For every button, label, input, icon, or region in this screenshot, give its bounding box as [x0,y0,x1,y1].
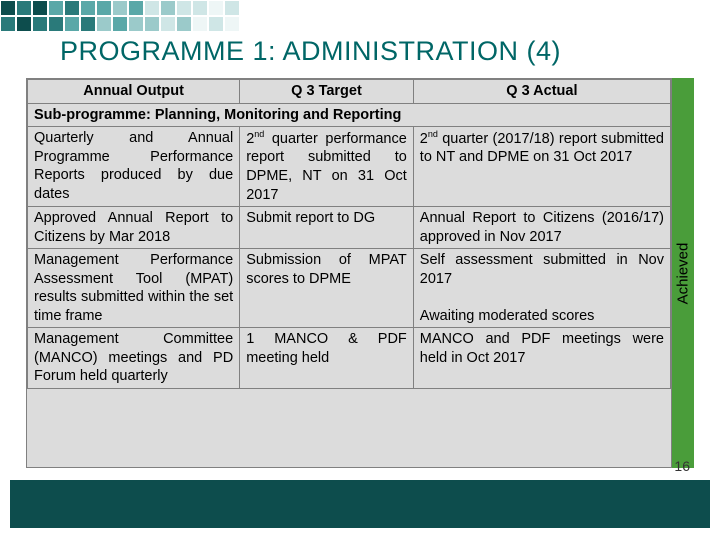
achieved-label: Achieved [675,242,692,304]
table-cell: Approved Annual Report to Citizens by Ma… [28,207,240,249]
table-cell: 1 MANCO & PDF meeting held [240,328,414,389]
table-cell: 2nd quarter (2017/18) report submitted t… [413,127,670,207]
sub-programme-header: Sub-programme: Planning, Monitoring and … [28,103,671,127]
data-table-container: Annual Output Q 3 Target Q 3 Actual Sub-… [26,78,672,468]
footer-bar [10,480,710,528]
table-row: Management Performance Assessment Tool (… [28,249,671,328]
table-cell: Quarterly and Annual Programme Performan… [28,127,240,207]
programme-table: Annual Output Q 3 Target Q 3 Actual Sub-… [27,79,671,389]
table-row: Quarterly and Annual Programme Performan… [28,127,671,207]
table-cell: Management Performance Assessment Tool (… [28,249,240,328]
table-cell: Management Committee (MANCO) meetings an… [28,328,240,389]
page-number: 16 [674,458,690,474]
table-cell: Annual Report to Citizens (2016/17) appr… [413,207,670,249]
table-row: Management Committee (MANCO) meetings an… [28,328,671,389]
table-cell: Submit report to DG [240,207,414,249]
table-cell: 2nd quarter performance report submitted… [240,127,414,207]
decorative-top-pattern [0,0,720,32]
achieved-indicator: Achieved [672,78,694,468]
table-cell: Submission of MPAT scores to DPME [240,249,414,328]
page-title: PROGRAMME 1: ADMINISTRATION (4) [60,36,700,67]
table-cell: Self assessment submitted in Nov 2017Awa… [413,249,670,328]
table-row: Approved Annual Report to Citizens by Ma… [28,207,671,249]
col-header-actual: Q 3 Actual [413,80,670,104]
col-header-output: Annual Output [28,80,240,104]
table-cell: MANCO and PDF meetings were held in Oct … [413,328,670,389]
content-area: Annual Output Q 3 Target Q 3 Actual Sub-… [26,78,694,468]
col-header-target: Q 3 Target [240,80,414,104]
